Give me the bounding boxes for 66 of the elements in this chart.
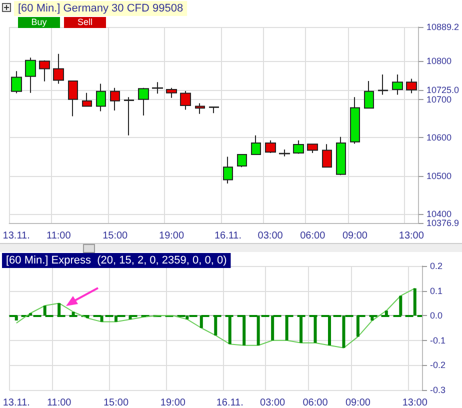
candlestick xyxy=(322,144,332,168)
candlestick xyxy=(110,87,120,111)
candlestick xyxy=(96,83,106,112)
candlestick xyxy=(265,140,276,154)
x-tick-label: 09:00 xyxy=(345,398,371,408)
y-tick-label: -0.1 xyxy=(430,335,446,346)
candlestick xyxy=(406,78,417,94)
candlestick xyxy=(392,74,403,96)
button: Buy xyxy=(18,17,60,28)
x-tick-label: 15:00 xyxy=(103,398,129,408)
candlestick xyxy=(166,87,177,98)
candlestick xyxy=(180,90,191,110)
x-tick-label: 15:00 xyxy=(102,230,128,242)
y-tick-label: -0.2 xyxy=(430,360,446,370)
candlestick xyxy=(251,134,261,155)
chart-title: [60 Min.] Germany 30 CFD 99508 xyxy=(18,2,184,14)
x-tick-label: 06:00 xyxy=(300,230,326,242)
candlestick xyxy=(53,53,64,84)
y-tick-label: 0.2 xyxy=(430,261,443,271)
candlestick xyxy=(364,80,374,109)
y-tick-label: 10800 xyxy=(426,56,452,66)
candlestick xyxy=(25,57,36,94)
y-tick-label: 10600 xyxy=(426,132,452,143)
x-tick-label: 13:00 xyxy=(398,230,424,242)
candlestick xyxy=(124,96,134,136)
candlestick xyxy=(307,144,318,154)
candlestick xyxy=(195,102,205,114)
x-tick-label: 13:00 xyxy=(402,398,428,408)
candlestick xyxy=(209,106,219,114)
y-tick-label: 10700 xyxy=(426,94,452,104)
x-tick-label: 16.11. xyxy=(216,398,244,408)
candlestick xyxy=(152,82,163,94)
x-tick-label: 06:00 xyxy=(302,398,328,408)
x-tick-label: 13.11. xyxy=(2,398,30,408)
y-tick-label: 0.0 xyxy=(430,310,443,321)
y-tick-label: 10889.2 xyxy=(426,22,460,32)
x-tick-label: 09:00 xyxy=(342,230,368,242)
y-tick-label: -0.3 xyxy=(430,385,446,395)
x-tick-label: 03:00 xyxy=(260,398,286,408)
candlestick xyxy=(336,136,346,176)
candlestick xyxy=(68,80,78,117)
candlestick xyxy=(138,87,149,116)
candlestick xyxy=(378,74,388,96)
candlestick xyxy=(11,70,22,94)
chart-title: [60 Min.] Express (20, 15, 2, 0, 2359, 0, 0, 0) xyxy=(6,254,227,266)
candlestick xyxy=(293,140,304,154)
y-tick-label: 10725.0 xyxy=(426,84,460,95)
x-tick-label: 11:00 xyxy=(46,398,72,408)
button: Sell xyxy=(64,17,106,28)
y-tick-label: 10376.9 xyxy=(426,218,460,228)
x-tick-label: 13.11. xyxy=(2,230,30,242)
x-tick-label: 03:00 xyxy=(258,230,284,242)
x-tick-label: 19:00 xyxy=(160,398,186,408)
y-tick-label: 0.1 xyxy=(430,286,443,296)
line-series xyxy=(16,288,416,348)
candlestick xyxy=(39,60,50,82)
candlestick xyxy=(237,154,247,168)
y-tick-label: 10400 xyxy=(426,209,452,220)
candlestick xyxy=(223,156,233,184)
x-tick-label: 16.11. xyxy=(214,230,242,242)
candlestick xyxy=(350,96,360,144)
candlestick xyxy=(279,149,290,157)
y-tick-label: 10500 xyxy=(426,170,452,181)
x-tick-label: 19:00 xyxy=(159,230,184,242)
candlestick xyxy=(82,92,92,107)
x-tick-label: 11:00 xyxy=(46,230,72,242)
